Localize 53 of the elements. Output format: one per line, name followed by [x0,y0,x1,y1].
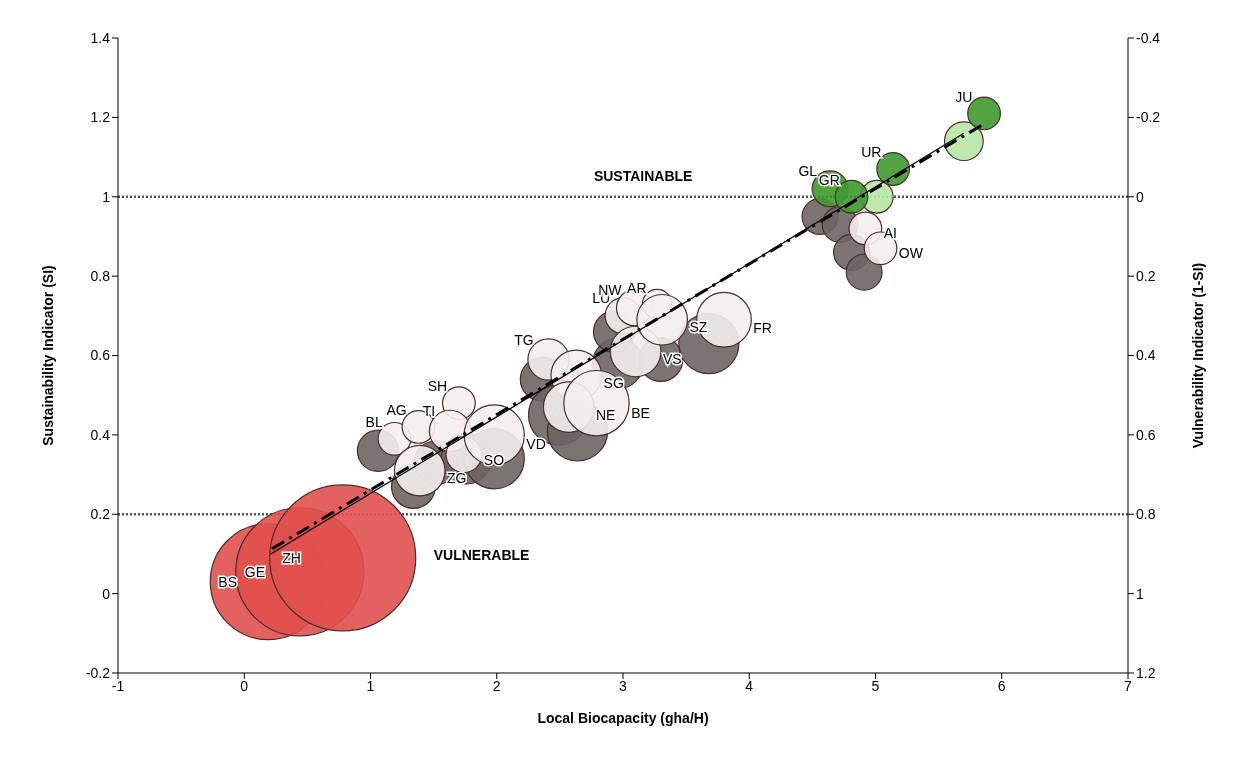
data-label: SO [483,452,505,469]
data-label: GE [244,563,266,580]
x-tick-label: 6 [997,677,1006,694]
data-label: AR [627,280,647,297]
y2-axis-title: Vulnerability Indicator (1-SI) [1189,262,1206,449]
y2-tick-label: 0.4 [1136,347,1156,364]
data-label: JU [955,88,973,105]
data-label: BS [218,573,238,590]
data-label: BL [365,414,383,431]
data-label: SG [603,374,624,391]
y2-tick-label: -0.4 [1136,29,1161,46]
y2-tick-label: -0.2 [1136,109,1161,126]
y2-tick-label: 0.8 [1136,506,1156,523]
x-tick-label: 1 [366,677,375,694]
data-label: SH [427,378,448,395]
data-label: UR [861,144,882,161]
data-label: BE [631,404,650,421]
y2-tick-label: 1.2 [1136,664,1156,681]
ref-line-label: SUSTAINABLE [593,167,693,184]
y-tick-label: 1.2 [90,109,111,126]
y-axis-title: Sustainability Indicator (SI) [39,265,56,446]
y2-tick-label: 0.6 [1136,426,1156,443]
data-label: TG [514,331,534,348]
y-tick-label: -0.2 [85,664,111,681]
x-tick-label: 7 [1124,677,1133,694]
data-label: OW [898,245,924,262]
data-label: ZG [447,470,467,487]
data-label: NE [596,406,616,423]
y2-tick-label: 0.2 [1136,268,1156,285]
y-tick-label: 0.4 [90,426,111,443]
y2-tick-label: 1 [1136,585,1144,602]
y-tick-label: 0.6 [90,347,111,364]
y-tick-label: 0.8 [90,268,111,285]
data-label: VD [526,435,546,452]
ref-line-label: VULNERABLE [433,547,530,564]
data-label: FR [753,319,772,336]
x-tick-label: 3 [619,677,628,694]
data-label: AG [386,402,407,419]
x-tick-label: 0 [240,677,249,694]
data-label: VS [662,351,682,368]
x-tick-label: 4 [745,677,754,694]
data-label: GL [798,162,818,179]
y-tick-label: 1 [102,188,111,205]
x-tick-label: 2 [492,677,501,694]
y-tick-label: 1.4 [90,29,111,46]
data-label: ZH [282,549,301,566]
x-tick-label: 5 [871,677,880,694]
y-tick-label: 0.2 [90,506,111,523]
x-tick-label: -1 [111,677,125,694]
y2-tick-label: 0 [1136,188,1144,205]
y-tick-label: 0 [102,585,111,602]
data-label: GR [818,172,840,188]
x-axis-title: Local Biocapacity (gha/H) [537,710,709,726]
